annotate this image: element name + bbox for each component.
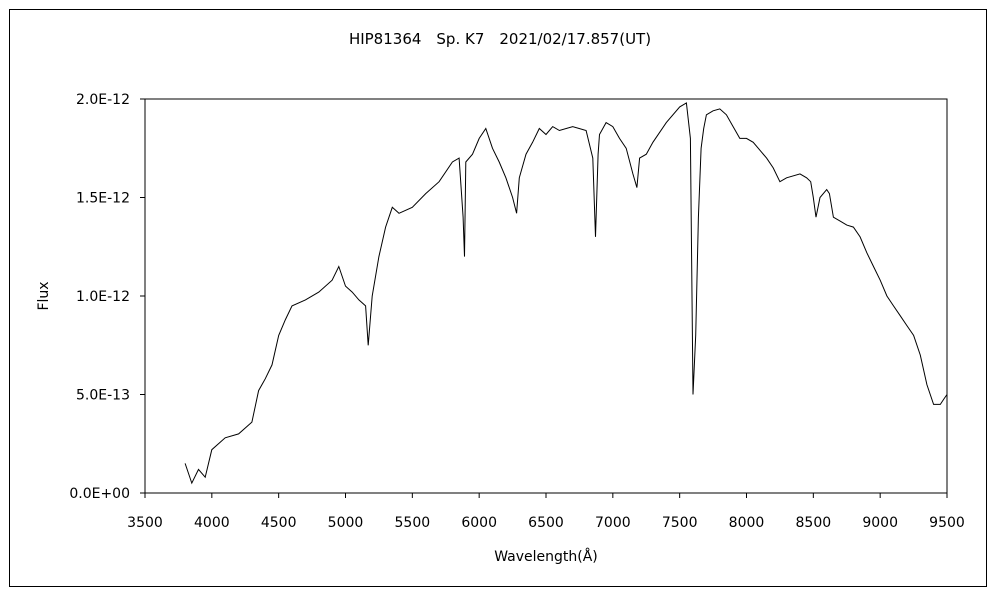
x-tick-label: 7000 bbox=[595, 515, 631, 531]
x-tick-label: 4500 bbox=[261, 515, 297, 531]
x-tick-label: 5000 bbox=[328, 515, 364, 531]
x-tick-label: 6000 bbox=[461, 515, 497, 531]
y-tick-label: 0.0E+00 bbox=[69, 486, 130, 502]
x-tick-label: 6500 bbox=[528, 515, 564, 531]
x-tick-label: 5500 bbox=[395, 515, 431, 531]
x-tick-label: 9000 bbox=[862, 515, 898, 531]
y-tick-label: 2.0E-12 bbox=[76, 92, 130, 108]
y-axis: 0.0E+00 5.0E-13 1.0E-12 1.5E-12 2.0E-12 bbox=[69, 92, 145, 502]
plot-area bbox=[144, 98, 948, 494]
x-tick-label: 4000 bbox=[194, 515, 230, 531]
y-tick-label: 5.0E-13 bbox=[76, 388, 130, 404]
chart-frame bbox=[9, 9, 987, 587]
spectrum-line bbox=[184, 102, 948, 485]
x-tick-label: 7500 bbox=[662, 515, 698, 531]
x-tick-label: 3500 bbox=[127, 515, 163, 531]
y-tick-label: 1.5E-12 bbox=[76, 191, 130, 207]
x-tick-label: 8000 bbox=[729, 515, 765, 531]
x-tick-label: 9500 bbox=[929, 515, 965, 531]
y-tick-label: 1.0E-12 bbox=[76, 289, 130, 305]
x-tick-label: 8500 bbox=[796, 515, 832, 531]
y-axis-title: Flux bbox=[36, 281, 52, 310]
chart-title: HIP81364 Sp. K7 2021/02/17.857(UT) bbox=[349, 30, 651, 48]
x-axis: 3500 4000 4500 5000 5500 6000 6500 7000 7500 8000… bbox=[127, 493, 965, 531]
x-axis-title: Wavelength(Å) bbox=[494, 548, 598, 565]
